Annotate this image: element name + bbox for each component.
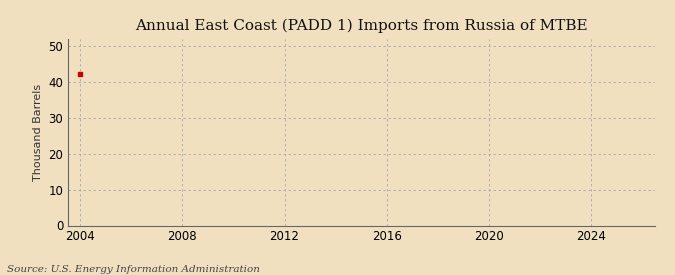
Text: Source: U.S. Energy Information Administration: Source: U.S. Energy Information Administ… <box>7 265 260 274</box>
Y-axis label: Thousand Barrels: Thousand Barrels <box>33 83 43 181</box>
Title: Annual East Coast (PADD 1) Imports from Russia of MTBE: Annual East Coast (PADD 1) Imports from … <box>135 19 587 33</box>
